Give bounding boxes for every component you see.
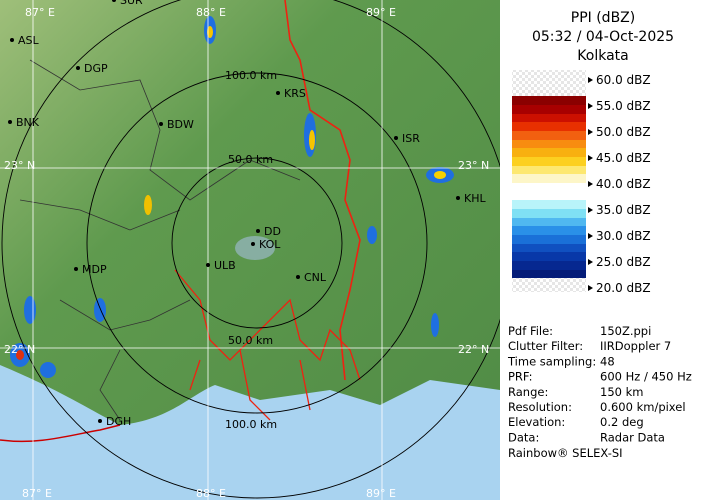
city-dot <box>251 242 255 246</box>
graticule <box>0 0 500 500</box>
legend-tick <box>588 129 593 135</box>
lat-label: 22° N <box>4 343 35 356</box>
city-label: ISR <box>402 132 420 145</box>
city-label: KRS <box>284 87 306 100</box>
city-label: MDP <box>82 263 107 276</box>
legend-tick <box>588 77 593 83</box>
info-value: IIRDoppler 7 <box>600 339 671 353</box>
city-dot <box>74 267 78 271</box>
legend-label: 35.0 dBZ <box>596 203 651 217</box>
info-value: 48 <box>600 354 615 368</box>
info-key: Clutter Filter: <box>508 339 583 353</box>
district-lines <box>19 59 301 421</box>
city-dot <box>112 0 116 2</box>
lon-label: 89° E <box>366 6 396 19</box>
lon-label: 87° E <box>25 6 55 19</box>
city-dot <box>296 275 300 279</box>
city-dot <box>394 136 398 140</box>
legend-label: 55.0 dBZ <box>596 99 651 113</box>
city-label: BDW <box>167 118 194 131</box>
ring-label: 100.0 km <box>225 69 277 82</box>
lat-label: 22° N <box>458 343 489 356</box>
city-label: SUR <box>120 0 143 7</box>
info-key: PRF: <box>508 370 533 384</box>
title: PPI (dBZ) <box>571 10 635 26</box>
footer: Rainbow® SELEX-SI <box>508 446 623 460</box>
legend-label: 40.0 dBZ <box>596 177 651 191</box>
color-scale <box>512 70 586 292</box>
city-label: ASL <box>18 34 40 47</box>
side-panel: PPI (dBZ) 05:32 / 04-Oct-2025 Kolkata 60… <box>500 0 706 500</box>
city-dot <box>206 263 210 267</box>
ring-label: 100.0 km <box>225 418 277 431</box>
city-label: BNK <box>16 116 40 129</box>
city-dot <box>456 196 460 200</box>
legend-tick <box>588 285 593 291</box>
time: 05:32 / 04-Oct-2025 <box>532 29 674 45</box>
lat-label: 23° N <box>4 159 35 172</box>
legend-label: 45.0 dBZ <box>596 151 651 165</box>
border <box>284 0 361 381</box>
city-label: DGH <box>106 415 131 428</box>
info-value: Radar Data <box>600 430 665 444</box>
info-key: Range: <box>508 385 548 399</box>
legend-label: 30.0 dBZ <box>596 229 651 243</box>
city-dot <box>98 419 102 423</box>
ring-label: 50.0 km <box>228 153 273 166</box>
legend-label: 50.0 dBZ <box>596 125 651 139</box>
city-label: KHL <box>464 192 486 205</box>
ring-label: 50.0 km <box>228 334 273 347</box>
legend-tick <box>588 259 593 265</box>
info-value: 150 km <box>600 385 643 399</box>
info-key: Pdf File: <box>508 324 553 338</box>
info-value: 600 Hz / 450 Hz <box>600 370 692 384</box>
city-dot <box>276 91 280 95</box>
lon-label: 87° E <box>22 487 52 500</box>
city-label: DD <box>264 225 281 238</box>
city-dot <box>256 229 260 233</box>
lon-label: 88° E <box>196 6 226 19</box>
info-value: 0.600 km/pixel <box>600 400 686 414</box>
station: Kolkata <box>577 48 628 64</box>
legend-label: 60.0 dBZ <box>596 73 651 87</box>
legend-tick <box>588 207 593 213</box>
info-key: Elevation: <box>508 415 565 429</box>
city-dot <box>10 38 14 42</box>
city-label: CNL <box>304 271 327 284</box>
legend-tick <box>588 181 593 187</box>
sea <box>0 365 500 500</box>
city-dot <box>159 122 163 126</box>
legend-label: 25.0 dBZ <box>596 255 651 269</box>
legend-tick <box>588 103 593 109</box>
legend-label: 20.0 dBZ <box>596 281 651 295</box>
lon-label: 89° E <box>366 487 396 500</box>
legend-tick <box>588 233 593 239</box>
rivers <box>174 269 361 421</box>
city-label: KOL <box>259 238 281 251</box>
legend-tick <box>588 155 593 161</box>
info-value: 150Z.ppi <box>600 324 651 338</box>
info-value: 0.2 deg <box>600 415 644 429</box>
city-dot <box>76 66 80 70</box>
lat-label: 23° N <box>458 159 489 172</box>
city-label: ULB <box>214 259 236 272</box>
info-key: Data: <box>508 430 539 444</box>
info-key: Resolution: <box>508 400 572 414</box>
city-label: DGP <box>84 62 108 75</box>
lon-label: 88° E <box>196 487 226 500</box>
info-key: Time sampling: <box>507 354 596 368</box>
city-dot <box>8 120 12 124</box>
border <box>0 424 121 443</box>
